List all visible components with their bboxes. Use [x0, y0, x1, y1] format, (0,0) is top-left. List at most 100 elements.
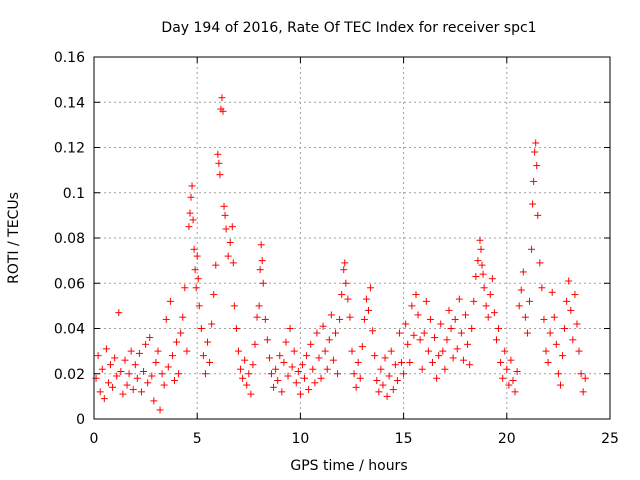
y-tick-labels: 0 0.02 0.04 0.06 0.08 0.1 0.12 0.14 0.16: [54, 50, 85, 428]
data-point: [476, 236, 484, 244]
data-point: [309, 365, 317, 373]
data-point: [226, 239, 234, 247]
data-point: [517, 286, 525, 294]
data-point: [554, 370, 562, 378]
data-point: [261, 315, 269, 323]
data-point: [152, 358, 160, 366]
data-point: [457, 329, 465, 337]
data-point: [393, 377, 401, 385]
data-point: [385, 372, 393, 380]
data-point: [565, 277, 573, 285]
data-point: [237, 365, 245, 373]
data-point: [499, 374, 507, 382]
data-point: [315, 354, 323, 362]
data-point: [268, 370, 276, 378]
data-point: [575, 347, 583, 355]
data-point: [311, 379, 319, 387]
data-point: [296, 390, 304, 398]
data-point: [559, 352, 567, 360]
data-point: [188, 182, 196, 190]
data-point: [371, 352, 379, 360]
data-point: [241, 356, 249, 364]
data-point: [540, 315, 548, 323]
data-point: [282, 338, 290, 346]
data-point: [270, 383, 278, 391]
data-point: [488, 275, 496, 283]
x-tick-label: 25: [601, 431, 619, 447]
data-point: [150, 397, 158, 405]
data-point: [173, 338, 181, 346]
x-tick-label: 20: [498, 431, 516, 447]
data-point: [305, 386, 313, 394]
data-point: [230, 302, 238, 310]
data-point: [168, 352, 176, 360]
data-point: [216, 171, 224, 179]
data-point: [232, 325, 240, 332]
data-point: [391, 361, 399, 369]
data-point: [445, 306, 453, 314]
data-point: [534, 211, 542, 219]
data-point: [533, 162, 541, 170]
data-point: [166, 297, 174, 305]
data-point: [286, 325, 294, 332]
y-tick-label: 0.14: [54, 95, 85, 111]
x-tick-label: 15: [395, 431, 413, 447]
x-tick-label: 10: [291, 431, 309, 447]
data-point: [294, 367, 302, 375]
data-point: [503, 365, 511, 373]
data-point: [107, 361, 115, 369]
data-point: [288, 363, 296, 371]
data-point: [507, 356, 515, 364]
data-point: [556, 381, 564, 389]
data-point: [177, 329, 185, 337]
data-point: [212, 261, 220, 269]
data-point: [529, 200, 537, 208]
data-point: [342, 279, 350, 287]
data-point: [389, 386, 397, 394]
data-point: [408, 302, 416, 310]
y-tick-label: 0.04: [54, 322, 85, 338]
data-point: [179, 313, 187, 321]
data-point: [191, 266, 199, 274]
data-point: [410, 331, 418, 339]
grid-lines: [94, 57, 610, 419]
data-point: [414, 311, 422, 319]
y-tick-label: 0: [76, 412, 85, 428]
data-point: [181, 284, 189, 292]
data-point: [567, 306, 575, 314]
data-point: [416, 336, 424, 344]
data-point: [154, 347, 162, 355]
data-point: [323, 365, 331, 373]
data-point: [340, 266, 348, 274]
data-point: [344, 295, 352, 303]
data-point: [479, 270, 487, 278]
data-point: [123, 381, 131, 389]
data-point: [362, 295, 370, 303]
data-point: [453, 345, 461, 353]
data-point: [190, 245, 198, 253]
data-point: [354, 358, 362, 366]
data-point: [573, 320, 581, 328]
data-point: [336, 315, 344, 323]
data-point: [228, 223, 236, 231]
data-point: [156, 406, 164, 414]
data-point: [548, 288, 556, 296]
data-point: [402, 320, 410, 328]
data-point: [579, 388, 587, 396]
data-point: [189, 216, 197, 224]
y-tick-label: 0.16: [54, 50, 85, 66]
data-point: [400, 370, 408, 378]
data-point: [536, 259, 544, 267]
data-point: [321, 347, 329, 355]
data-point: [194, 275, 202, 283]
data-point: [383, 392, 391, 400]
data-point: [111, 354, 119, 362]
data-point: [486, 291, 494, 299]
data-point: [249, 361, 257, 369]
data-point: [272, 365, 280, 373]
data-point: [276, 352, 284, 360]
data-point: [350, 370, 358, 378]
data-point: [441, 365, 449, 373]
data-point: [133, 374, 141, 382]
data-point: [158, 370, 166, 378]
